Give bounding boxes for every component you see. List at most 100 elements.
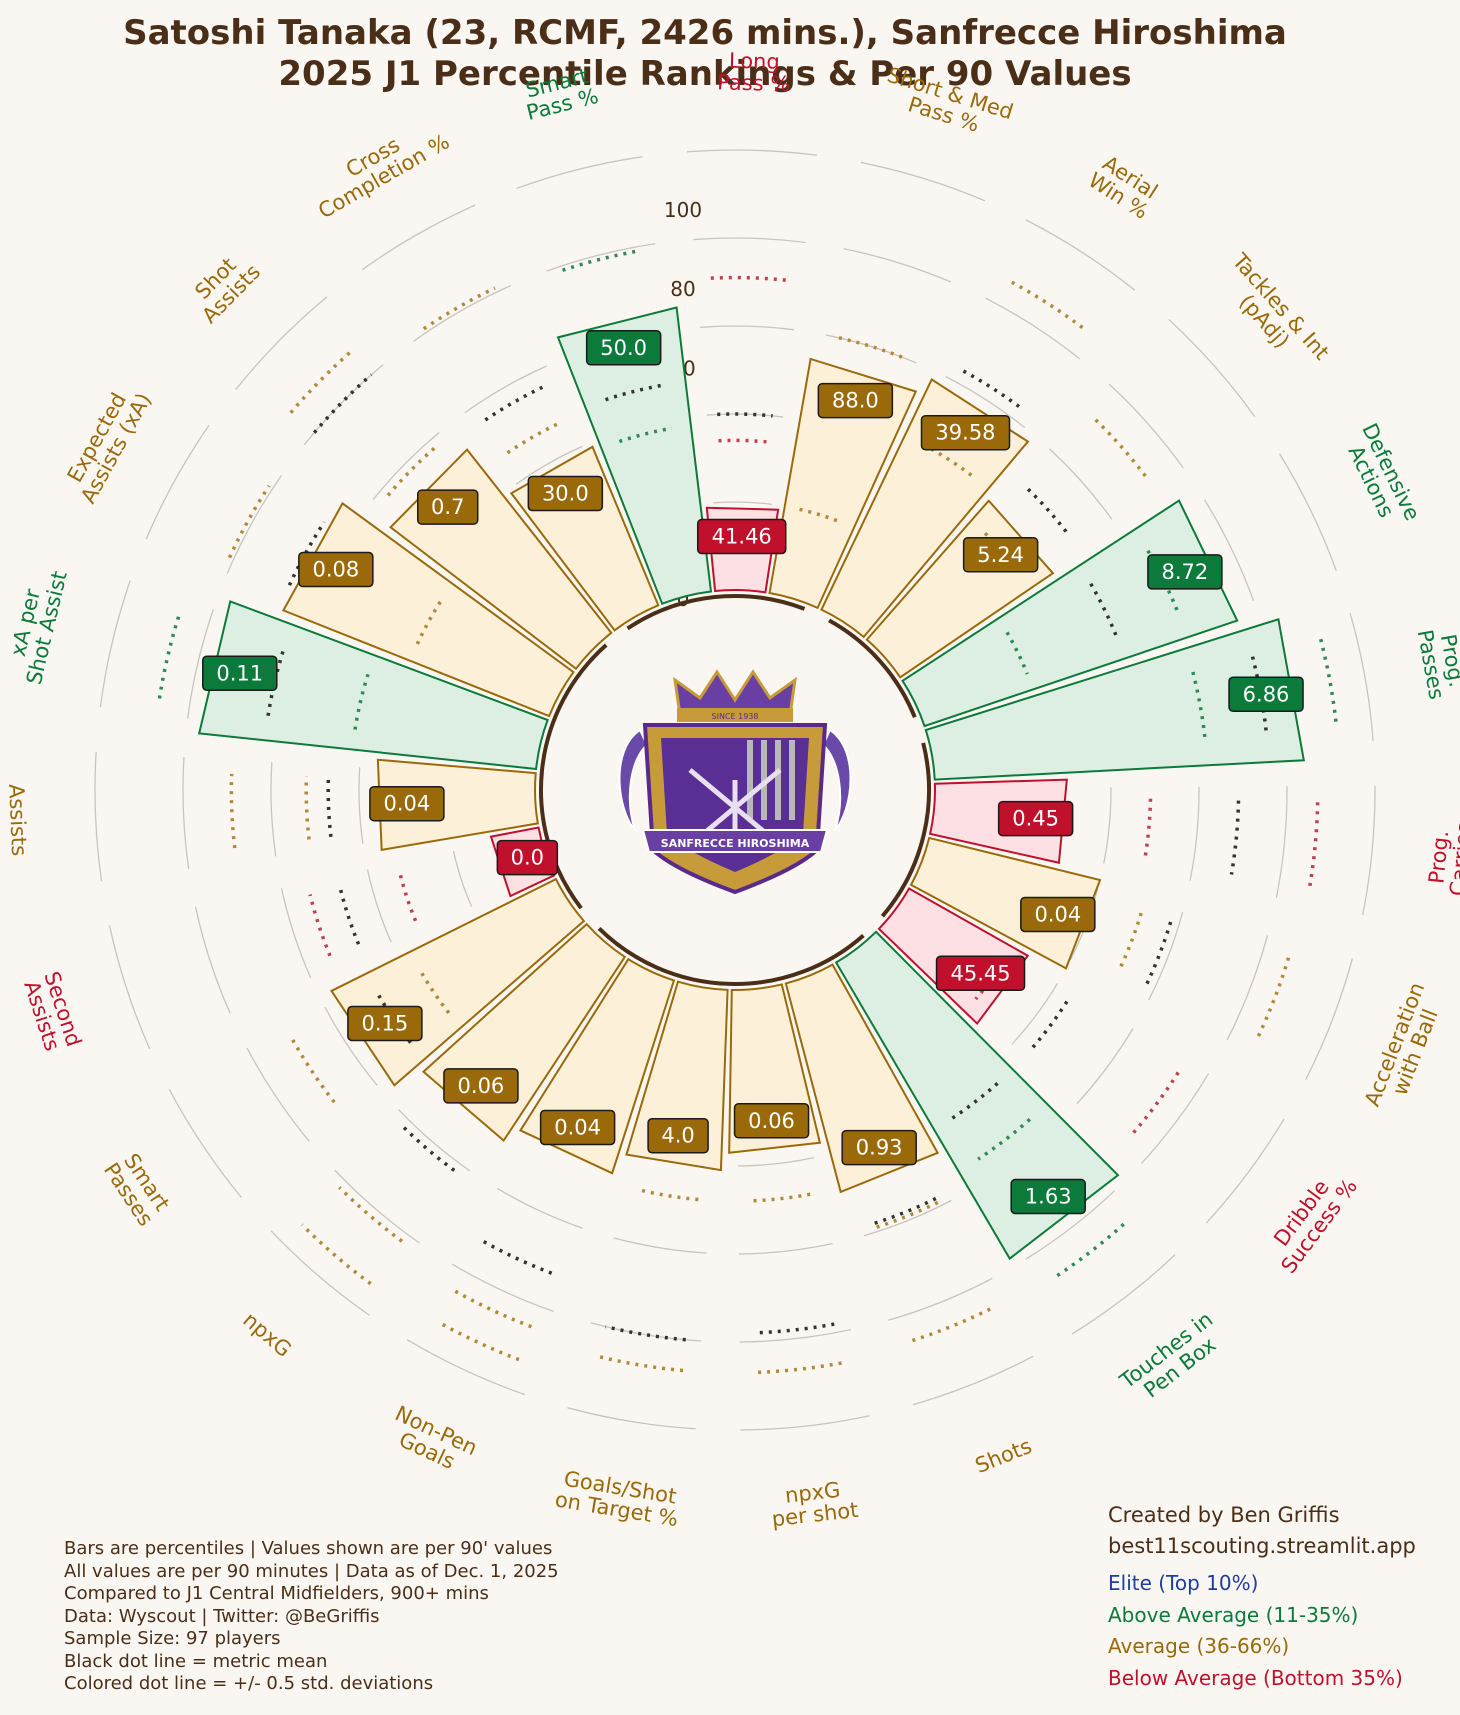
logo-since-text: SINCE 1938 <box>712 712 759 721</box>
value-box-bg <box>920 414 1011 451</box>
grid-arc <box>366 869 392 943</box>
grid-arc <box>1205 1118 1285 1224</box>
metric-label-line: per shot <box>771 1498 860 1531</box>
value-box-bg <box>1228 676 1304 713</box>
value-label: 0.04 <box>384 792 431 816</box>
legend-above-average: Above Average (11-35%) <box>1108 1602 1359 1627</box>
mean-line <box>484 385 544 422</box>
grid-arc <box>912 1355 1034 1406</box>
value-box: 6.86 <box>1228 676 1304 713</box>
value-box-bg <box>733 1103 810 1139</box>
grid-arc <box>324 1006 378 1086</box>
std-line <box>417 967 451 1015</box>
value-box-bg <box>935 955 1026 992</box>
metric-label: SmartPass % <box>519 63 601 125</box>
mean-line <box>266 647 286 717</box>
mean-line <box>1144 921 1173 986</box>
grid-arc <box>1103 787 1112 864</box>
inner-rings <box>539 594 931 986</box>
std-line <box>1130 1071 1180 1136</box>
std-line <box>300 1223 372 1286</box>
logo-banner-text: SANFRECCE HIROSHIMA <box>661 837 810 850</box>
value-box: 1.63 <box>1010 1178 1086 1215</box>
grid-arc <box>270 762 277 857</box>
grid-arc <box>713 501 772 506</box>
grid-arc <box>1108 383 1184 469</box>
value-box-bg <box>696 518 787 555</box>
std-line <box>1117 912 1143 973</box>
value-box: 0.45 <box>997 800 1074 837</box>
std-line <box>229 773 237 849</box>
radial-tick-label: 100 <box>664 198 702 222</box>
grid-arc <box>406 1339 526 1396</box>
metric-label: Accelerationwith Ball <box>1360 979 1450 1117</box>
mean-line <box>962 369 1024 411</box>
mean-line <box>1229 800 1241 875</box>
footnote-line: Black dot line = metric mean <box>64 1650 328 1672</box>
value-box-bg <box>202 655 278 692</box>
logo-wing-left <box>618 728 649 831</box>
value-label: 0.7 <box>431 495 464 519</box>
metric-label-line: Long <box>729 49 780 74</box>
metric-label-line: npxG <box>238 1308 296 1362</box>
std-line <box>1054 1222 1125 1279</box>
grid-arc <box>99 580 131 708</box>
std-line <box>910 1307 991 1343</box>
metric-label: Shots <box>972 1434 1035 1478</box>
grid-arc <box>516 156 643 190</box>
credit-author: Created by Ben Griffis <box>1108 1503 1340 1527</box>
value-box: 0.93 <box>841 1129 917 1166</box>
grid-arc <box>1278 453 1337 571</box>
value-label: 6.86 <box>1243 682 1290 706</box>
value-box-bg <box>1010 1178 1086 1215</box>
value-label: 0.11 <box>216 661 263 685</box>
value-label: 0.15 <box>362 1011 409 1035</box>
std-line <box>453 1289 533 1329</box>
grid-arc <box>182 756 190 869</box>
std-line <box>756 1361 842 1375</box>
std-line <box>1318 638 1339 728</box>
value-label: 8.72 <box>1162 560 1209 584</box>
metric-label: Goals/Shoton Target % <box>553 1466 683 1532</box>
grid-arc <box>738 1156 815 1167</box>
std-line <box>436 1320 520 1362</box>
grid-arc <box>280 888 312 979</box>
metric-label: Prog.Carries <box>1423 819 1460 897</box>
metric-label: Touches inPen Box <box>1115 1307 1231 1411</box>
logo-stripes <box>747 740 795 820</box>
value-box: 0.06 <box>443 1068 519 1104</box>
metric-label: CrossCompletion % <box>303 110 453 223</box>
std-line <box>561 248 642 272</box>
grid-arc <box>186 609 214 719</box>
value-box: 0.7 <box>416 489 479 525</box>
grid-arc <box>496 1187 583 1229</box>
value-box: 88.0 <box>817 382 894 419</box>
value-box-bg <box>369 785 445 822</box>
std-line <box>983 532 1022 574</box>
grid-arc <box>361 204 476 271</box>
footnote-line: Compared to J1 Central Midfielders, 900+… <box>64 1583 489 1604</box>
category-ring <box>880 742 931 918</box>
grid-arc <box>451 1263 554 1312</box>
std-line <box>710 275 787 282</box>
std-line <box>799 507 841 524</box>
footnote-line: Sample Size: 97 players <box>64 1628 281 1649</box>
grid-arc <box>372 432 440 501</box>
chart-title-line2: 2025 J1 Percentile Rankings & Per 90 Val… <box>278 54 1131 94</box>
value-box: 5.24 <box>962 537 1039 573</box>
tier-legend: Elite (Top 10%) Above Average (11-35%) A… <box>1108 1568 1403 1694</box>
legend-elite: Elite (Top 10%) <box>1108 1571 1259 1595</box>
mean-line <box>873 1196 937 1226</box>
grid-arc <box>168 1088 242 1198</box>
metric-label-line: Pass % <box>717 70 791 96</box>
metric-label: LongPass % <box>717 48 791 96</box>
mean-line <box>326 776 333 838</box>
grid-arc <box>888 1277 993 1321</box>
value-box: 39.58 <box>920 414 1011 451</box>
grid-arc <box>1141 1073 1210 1164</box>
mean-line <box>1089 582 1119 639</box>
value-boxes: 39.58 5.24 8.72 6.86 0.45 0.04 45.45 1.63 0.93 0.… <box>202 330 1304 1215</box>
grid-arc <box>1148 911 1184 1001</box>
std-line <box>1005 631 1029 675</box>
value-label: 4.0 <box>661 1124 694 1148</box>
